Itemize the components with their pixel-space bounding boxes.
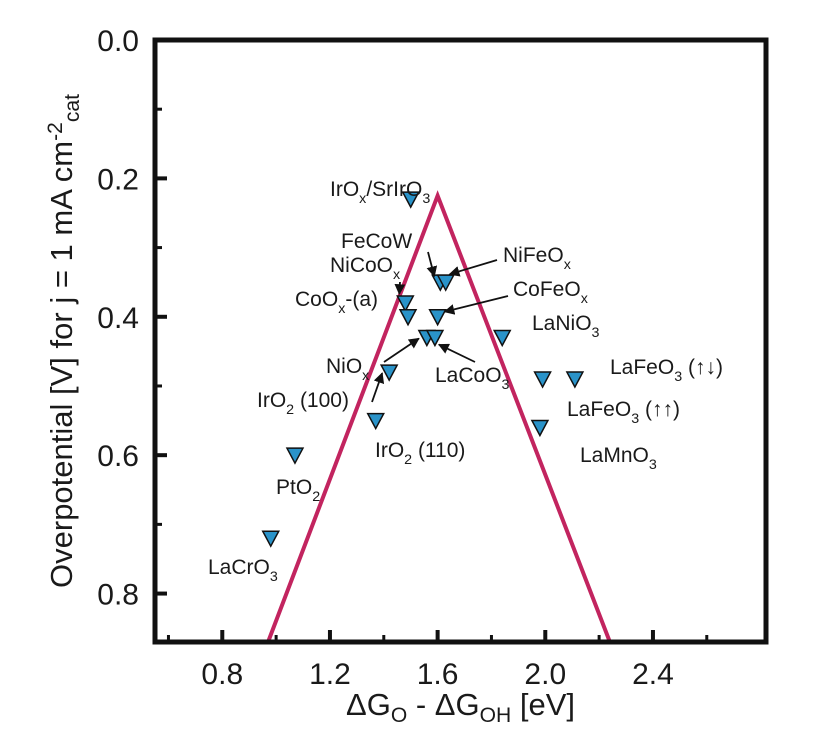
x-tick-label: 1.6 (417, 658, 459, 691)
point-label-lafeo-3: LaFeO3 (↑↑) (567, 398, 680, 427)
point-labels: IrOx/SrIrO3 FeCoW NiFeOx NiCoOx CoOx-(a) CoFe… (208, 178, 723, 585)
tick-labels: 0.8 1.2 1.6 2.0 2.4 0.0 0.2 0.4 0.6 0.8 (97, 25, 674, 691)
leader-arrow-nifeo-x (448, 259, 498, 277)
x-tick-label: 0.8 (201, 658, 243, 691)
data-point-iro-x-sriro-3 (401, 191, 420, 209)
data-point-coo-x-a (398, 309, 418, 327)
data-point-lafeo-3 (565, 371, 585, 389)
point-label-fecow: FeCoW (341, 230, 412, 253)
data-point-lafeo-3 (533, 371, 552, 389)
x-axis-title: ΔGO - ΔGOH [eV] (346, 687, 575, 727)
point-label-pto-2: PtO2 (276, 476, 320, 505)
data-point-iro-2-100 (379, 364, 399, 382)
x-tick-label: 2.4 (632, 658, 674, 691)
data-point-lanio-3 (492, 329, 512, 348)
watermark-text: 知乎 @艺微胜科技-EWIN (600, 692, 827, 716)
data-point-lacro-3 (261, 530, 280, 548)
point-label-nio-x: NiOx (326, 355, 369, 384)
point-label-cofeo-x: CoFeOx (513, 278, 588, 307)
y-tick-label: 0.4 (97, 302, 139, 335)
x-tick-label: 2.0 (524, 658, 566, 691)
y-tick-label: 0.8 (97, 579, 139, 612)
y-tick-label: 0.6 (97, 440, 139, 473)
y-tick-label: 0.2 (97, 163, 139, 196)
point-label-coo-x-a: CoOx-(a) (295, 288, 378, 317)
point-label-iro-x-sriro-3: IrOx/SrIrO3 (330, 178, 430, 207)
point-label-nifeo-x: NiFeOx (503, 244, 571, 273)
leader-arrow-iro-2-100 (371, 372, 385, 403)
leader-arrow-nio-x (383, 337, 420, 363)
data-point-lacoo-3 (425, 329, 445, 348)
leader-arrow-nicoo-x (394, 281, 406, 296)
data-point-nicoo-x (396, 295, 415, 313)
x-tick-label: 1.2 (309, 658, 351, 691)
point-label-iro-2-110: IrO2 (110) (375, 439, 465, 468)
leader-arrow-fecow (426, 251, 438, 278)
volcano-line (266, 190, 612, 643)
plot-frame (152, 37, 769, 645)
data-point-iro-2-110 (366, 412, 385, 431)
y-tick-label: 0.0 (97, 25, 139, 58)
data-point-pto-2 (285, 447, 305, 465)
point-label-lacoo-3: LaCoO3 (435, 364, 510, 393)
data-point-cofeo-x (428, 309, 447, 327)
axis-ticks (155, 38, 709, 642)
data-point-lamno-3 (530, 419, 550, 438)
point-label-nicoo-x: NiCoOx (330, 254, 400, 283)
point-label-lacro-3: LaCrO3 (208, 556, 278, 585)
point-label-lanio-3: LaNiO3 (532, 312, 600, 341)
point-label-lafeo-3: LaFeO3 (↑↓) (610, 356, 723, 385)
y-axis-title: Overpotential [V] for j = 1 mA cm-2cat (44, 94, 84, 588)
data-points (261, 191, 585, 548)
leader-arrow-lacoo-3 (437, 343, 476, 363)
data-point-nifeo-x (436, 274, 455, 292)
point-label-iro-2-100: IrO2 (100) (257, 389, 349, 418)
label-leader-arrows (371, 251, 509, 403)
leader-arrow-cofeo-x (443, 295, 509, 315)
point-label-lamno-3: LaMnO3 (580, 444, 657, 473)
plot-area: IrOx/SrIrO3 FeCoW NiFeOx NiCoOx CoOx-(a) CoFe… (152, 37, 769, 645)
